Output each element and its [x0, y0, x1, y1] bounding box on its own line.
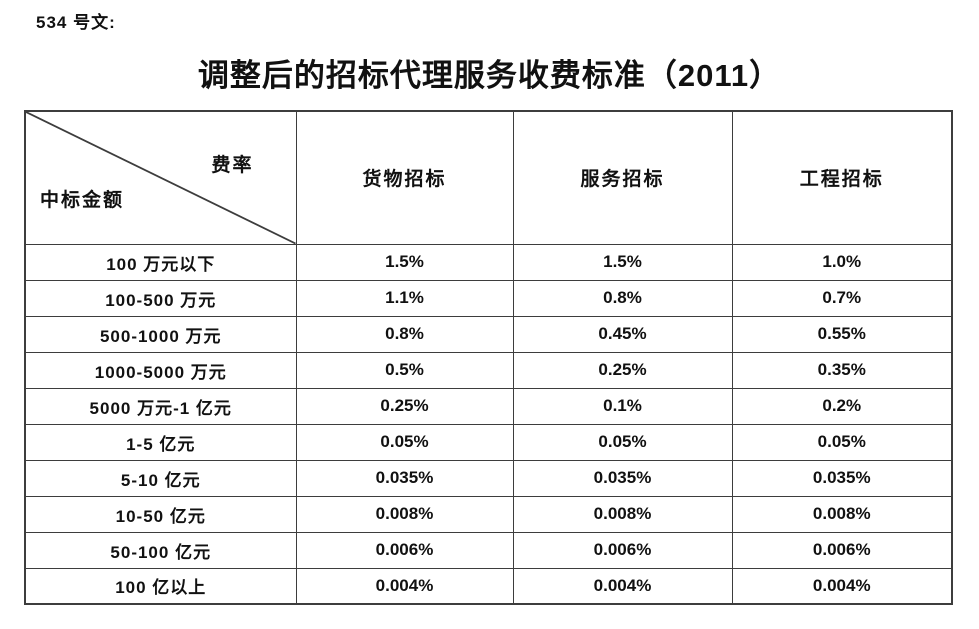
- amount-range-label: 5-10 亿元: [24, 459, 297, 497]
- fee-rate-value: 0.8%: [512, 279, 733, 317]
- corner-label-rate: 费率: [211, 155, 254, 176]
- fee-rate-table: 费率 中标金额 货物招标 服务招标 工程招标 100 万元以下 1.5% 1.5% 1…: [24, 110, 953, 605]
- fee-rate-value: 1.5%: [295, 243, 514, 281]
- fee-rate-value: 0.008%: [295, 495, 514, 533]
- corner-label-amount: 中标金额: [40, 189, 125, 211]
- fee-rate-value: 0.1%: [512, 387, 733, 425]
- fee-rate-value: 0.008%: [512, 495, 733, 533]
- column-header-engineering-bidding: 工程招标: [731, 110, 953, 245]
- fee-rate-value: 0.035%: [512, 459, 733, 497]
- column-header-goods-bidding: 货物招标: [295, 110, 514, 245]
- table-row: 5-10 亿元 0.035% 0.035% 0.035%: [24, 459, 953, 497]
- fee-rate-value: 0.035%: [731, 459, 953, 497]
- amount-range-label: 100-500 万元: [24, 279, 297, 317]
- fee-rate-value: 0.004%: [731, 567, 953, 605]
- fee-rate-value: 0.05%: [512, 423, 733, 461]
- fee-rate-value: 0.006%: [295, 531, 514, 569]
- fee-rate-value: 0.004%: [512, 567, 733, 605]
- table-row: 5000 万元-1 亿元 0.25% 0.1% 0.2%: [24, 387, 953, 425]
- amount-range-label: 10-50 亿元: [24, 495, 297, 533]
- page-title: 调整后的招标代理服务收费标准（2011）: [197, 58, 782, 93]
- table-row: 10-50 亿元 0.008% 0.008% 0.008%: [24, 495, 953, 533]
- fee-rate-value: 0.35%: [731, 351, 953, 389]
- amount-range-label: 1000-5000 万元: [24, 351, 297, 389]
- fee-rate-value: 0.25%: [295, 387, 514, 425]
- amount-range-label: 1-5 亿元: [24, 423, 297, 461]
- table-row: 50-100 亿元 0.006% 0.006% 0.006%: [24, 531, 953, 569]
- table-row: 1-5 亿元 0.05% 0.05% 0.05%: [24, 423, 953, 461]
- column-header-service-bidding: 服务招标: [512, 110, 733, 245]
- fee-rate-value: 0.035%: [295, 459, 514, 497]
- fee-rate-value: 1.0%: [731, 243, 953, 281]
- fee-rate-value: 0.45%: [512, 315, 733, 353]
- fee-rate-value: 0.7%: [731, 279, 953, 317]
- table-row: 100 亿以上 0.004% 0.004% 0.004%: [24, 567, 953, 605]
- table-row: 500-1000 万元 0.8% 0.45% 0.55%: [24, 315, 953, 353]
- amount-range-label: 5000 万元-1 亿元: [24, 387, 297, 425]
- fee-rate-value: 0.55%: [731, 315, 953, 353]
- fee-table-body: 100 万元以下 1.5% 1.5% 1.0% 100-500 万元 1.1% 0.8% 0.…: [24, 243, 953, 605]
- fee-rate-value: 1.5%: [512, 243, 733, 281]
- table-row: 100 万元以下 1.5% 1.5% 1.0%: [24, 243, 953, 281]
- fee-rate-value: 0.2%: [731, 387, 953, 425]
- document-number: 534 号文:: [36, 13, 116, 32]
- fee-rate-value: 0.008%: [731, 495, 953, 533]
- diagonal-divider-line: [26, 112, 296, 244]
- diagonal-header-cell: 费率 中标金额: [24, 110, 297, 245]
- fee-rate-value: 1.1%: [295, 279, 514, 317]
- amount-range-label: 100 亿以上: [24, 567, 297, 605]
- amount-range-label: 50-100 亿元: [24, 531, 297, 569]
- fee-rate-value: 0.5%: [295, 351, 514, 389]
- table-row: 1000-5000 万元 0.5% 0.25% 0.35%: [24, 351, 953, 389]
- amount-range-label: 500-1000 万元: [24, 315, 297, 353]
- fee-rate-value: 0.006%: [512, 531, 733, 569]
- amount-range-label: 100 万元以下: [24, 243, 297, 281]
- table-header-row: 费率 中标金额 货物招标 服务招标 工程招标: [24, 110, 953, 245]
- fee-rate-value: 0.05%: [295, 423, 514, 461]
- fee-rate-value: 0.8%: [295, 315, 514, 353]
- fee-rate-value: 0.006%: [731, 531, 953, 569]
- fee-rate-value: 0.25%: [512, 351, 733, 389]
- fee-rate-value: 0.004%: [295, 567, 514, 605]
- fee-rate-value: 0.05%: [731, 423, 953, 461]
- table-row: 100-500 万元 1.1% 0.8% 0.7%: [24, 279, 953, 317]
